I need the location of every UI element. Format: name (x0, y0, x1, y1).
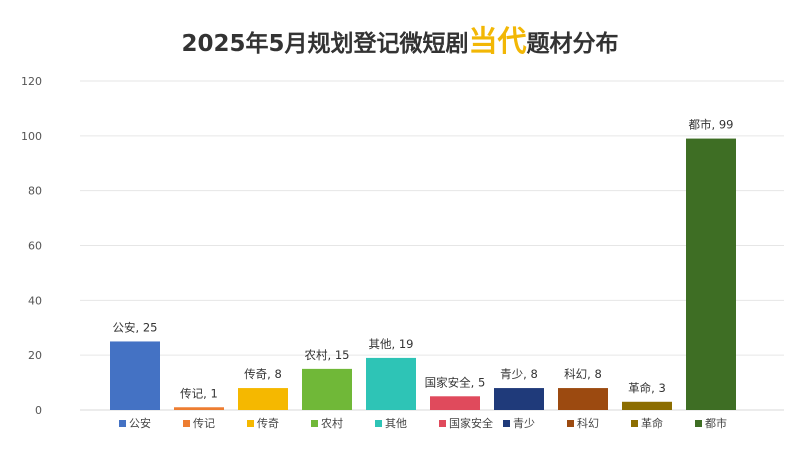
y-tick-label: 120 (21, 75, 42, 88)
bar-科幻 (558, 388, 608, 410)
y-tick-label: 0 (35, 404, 42, 417)
legend-swatch (567, 420, 574, 427)
legend-label: 革命 (641, 416, 663, 430)
bar-都市 (686, 138, 736, 410)
legend-label: 都市 (705, 416, 727, 430)
legend-swatch (503, 420, 510, 427)
y-tick-label: 40 (28, 294, 42, 307)
bar-革命 (622, 401, 672, 410)
data-label: 公安, 25 (113, 320, 158, 334)
data-label: 其他, 19 (369, 337, 414, 351)
data-label: 都市, 99 (689, 118, 734, 132)
title-part-after: 题材分布 (526, 31, 619, 57)
legend-label: 科幻 (577, 416, 599, 430)
legend-swatch (439, 420, 446, 427)
title-part-before: 2025年5月规划登记微短剧 (181, 31, 469, 57)
y-tick-label: 20 (28, 349, 42, 362)
legend-label: 其他 (385, 417, 407, 430)
data-label: 传奇, 8 (244, 367, 282, 381)
y-tick-label: 100 (21, 130, 42, 143)
data-label: 农村, 15 (305, 348, 350, 362)
legend-label: 传记 (193, 417, 215, 430)
chart-title: 2025年5月规划登记微短剧当代题材分布 (0, 18, 800, 60)
legend-swatch (247, 420, 254, 427)
y-tick-label: 80 (28, 185, 42, 198)
data-label: 革命, 3 (628, 381, 666, 395)
legend-swatch (183, 420, 190, 427)
legend-label: 青少 (513, 417, 535, 430)
legend-swatch (119, 420, 126, 427)
legend-swatch (631, 420, 638, 427)
y-tick-label: 60 (28, 240, 42, 253)
legend-label: 农村 (321, 416, 343, 430)
bar-其他 (366, 357, 416, 410)
legend-label: 传奇 (257, 417, 279, 430)
bar-农村 (302, 368, 352, 410)
data-label: 青少, 8 (500, 367, 538, 381)
bar-公安 (110, 341, 160, 410)
legend-swatch (695, 420, 702, 427)
bar-国家安全 (430, 396, 480, 410)
data-label: 传记, 1 (180, 386, 218, 400)
bar-传记 (174, 407, 224, 410)
data-label: 科幻, 8 (564, 367, 602, 381)
legend-swatch (375, 420, 382, 427)
data-label: 国家安全, 5 (425, 375, 486, 389)
title-highlight: 当代 (468, 24, 527, 58)
legend-label: 公安 (129, 416, 151, 430)
bar-传奇 (238, 388, 288, 410)
legend-swatch (311, 420, 318, 427)
legend-label: 国家安全 (449, 416, 493, 430)
bar-青少 (494, 388, 544, 410)
